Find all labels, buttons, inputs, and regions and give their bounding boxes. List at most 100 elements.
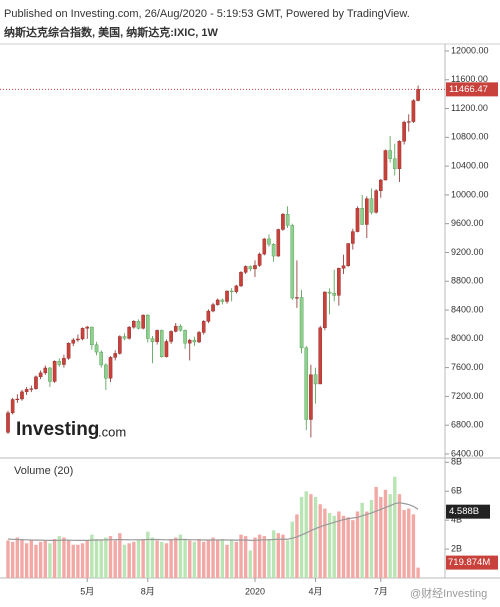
x-tick-label: 4月 [309, 586, 323, 596]
candle-body [178, 325, 183, 331]
volume-bar [323, 508, 327, 578]
volume-bar [66, 540, 71, 578]
volume-bar [85, 540, 89, 578]
volume-bar [309, 494, 313, 578]
candle-body [145, 314, 150, 339]
candle-body [346, 243, 350, 266]
candle-body [332, 293, 337, 296]
volume-bar [48, 543, 52, 578]
candle-body [141, 314, 145, 329]
candle-body [90, 326, 94, 346]
candle-body [290, 225, 295, 299]
candle-body [257, 253, 262, 266]
volume-bar [197, 538, 201, 578]
volume-bar [178, 534, 183, 578]
volume-bar [285, 540, 290, 578]
candle-body [159, 330, 164, 357]
volume-bar [202, 541, 206, 578]
volume-last-box [446, 555, 498, 570]
candle-body [80, 328, 85, 340]
volume-bar [136, 540, 141, 578]
volume-bar [150, 537, 155, 578]
candle-body [281, 214, 285, 230]
volume-bar [76, 544, 80, 578]
volume-bar [374, 486, 378, 578]
volume-bar [327, 512, 332, 578]
candle-body [122, 336, 127, 339]
candle-body [211, 304, 215, 312]
y-tick-label: 6800.00 [451, 420, 484, 430]
volume-bar [379, 497, 383, 578]
candle-body [187, 339, 192, 344]
candle-body [43, 367, 48, 374]
x-tick-label: 2020 [245, 586, 265, 596]
candle-body [341, 265, 346, 269]
candle-body [29, 388, 34, 390]
volume-bar [341, 515, 346, 578]
volume-ma-line [7, 502, 419, 542]
candle-body [397, 141, 402, 169]
volume-bar [62, 537, 66, 578]
candle-body [52, 361, 57, 382]
volume-bar [169, 538, 173, 578]
candle-body [38, 372, 43, 378]
candle-body [374, 190, 378, 213]
volume-bar [29, 540, 33, 578]
candle-body [365, 198, 369, 225]
candle-body [99, 351, 103, 366]
volume-bar [99, 540, 103, 578]
volume-bar [351, 520, 355, 578]
volume-bar [118, 533, 122, 578]
volume-bar [183, 538, 187, 578]
candle-body [173, 325, 178, 332]
candle-body [271, 244, 276, 257]
volume-bar [216, 540, 220, 578]
candle-body [392, 158, 397, 169]
candle-body [309, 374, 313, 420]
candle-body [402, 121, 406, 142]
volume-bar [20, 538, 24, 578]
volume-bar [104, 537, 108, 578]
candle-body [351, 231, 355, 244]
x-tick-label: 8月 [141, 586, 155, 596]
candle-body [169, 331, 173, 342]
candle-body [113, 353, 117, 358]
volume-bar [52, 538, 57, 578]
source-line: Published on Investing.com, 26/Aug/2020 … [4, 8, 410, 20]
volume-tick-label: 4B [451, 515, 462, 525]
volume-bar [281, 534, 285, 578]
volume-bar [34, 544, 38, 578]
volume-last-label: 719.874M [448, 557, 490, 568]
volume-bar [388, 494, 392, 578]
candle-body [132, 321, 136, 328]
volume-bar [276, 533, 280, 578]
candle-body [267, 238, 271, 245]
candle-body [155, 330, 159, 342]
candle-body [164, 341, 169, 357]
x-tick-label: 5月 [80, 586, 94, 596]
candle-body [318, 327, 323, 385]
y-tick-label: 6400.00 [451, 448, 484, 458]
candle-body [276, 229, 281, 257]
volume-bar [192, 541, 197, 578]
ma-last-label: 4.588B [449, 506, 479, 517]
y-tick-label: 8800.00 [451, 276, 484, 286]
candle-body [285, 214, 290, 226]
y-tick-label: 10400.00 [451, 160, 489, 170]
watermark: @财经Investing [410, 586, 487, 600]
candle-body [206, 310, 211, 322]
volume-bar [346, 517, 350, 578]
candle-body [183, 330, 187, 344]
volume-bar [122, 544, 127, 578]
y-tick-label: 7200.00 [451, 391, 484, 401]
candle-body [57, 361, 62, 365]
volume-tick-label: 8B [451, 457, 462, 467]
volume-bar [113, 540, 117, 578]
volume-bar [239, 534, 243, 578]
y-tick-label: 12000.00 [451, 45, 489, 55]
volume-bar [332, 515, 336, 578]
y-tick-label: 11600.00 [451, 74, 488, 84]
candle-body [201, 321, 206, 333]
